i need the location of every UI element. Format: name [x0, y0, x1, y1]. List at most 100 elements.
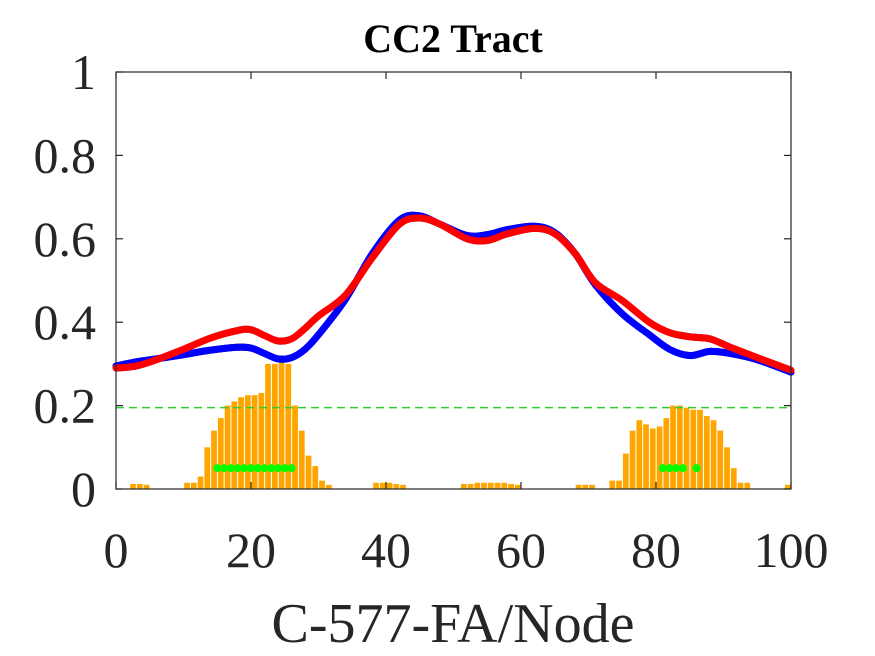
x-tick-label: 80: [631, 522, 681, 578]
histogram-bar: [265, 363, 271, 489]
histogram-bar: [325, 484, 332, 489]
histogram-bar: [616, 480, 622, 489]
histogram-bar: [467, 483, 474, 489]
histogram-bar: [285, 363, 292, 489]
x-tick-label: 60: [496, 522, 546, 578]
histogram-bar: [481, 482, 487, 489]
histogram-bar: [271, 363, 278, 489]
histogram-bar: [649, 428, 656, 489]
significance-marker: [253, 464, 262, 473]
histogram-bar: [609, 480, 616, 489]
significance-marker: [672, 464, 681, 473]
histogram-bar: [737, 482, 744, 489]
histogram-bar: [258, 393, 265, 489]
y-tick-label: 0.2: [34, 378, 97, 434]
x-axis-label: C-577-FA/Node: [272, 593, 635, 655]
histogram-bar: [514, 484, 521, 489]
histogram-bar: [724, 447, 730, 489]
chart-title: CC2 Tract: [363, 16, 543, 61]
plot-frame: [115, 71, 792, 490]
histogram-bars: [130, 355, 791, 489]
significance-marker: [287, 464, 296, 473]
histogram-bar: [690, 409, 697, 489]
histogram-bar: [744, 482, 751, 489]
histogram-bar: [298, 430, 305, 489]
histogram-bar: [676, 405, 683, 489]
significance-marker: [267, 464, 276, 473]
histogram-bar: [379, 482, 386, 489]
significance-marker: [260, 464, 269, 473]
histogram-bar: [373, 482, 379, 489]
histogram-bar: [494, 482, 501, 489]
histogram-bar: [636, 420, 643, 489]
x-tick-label: 0: [104, 522, 129, 578]
histogram-bar: [292, 405, 298, 489]
significance-marker: [233, 464, 242, 473]
significance-marker: [247, 464, 255, 473]
series-line: [112, 214, 795, 374]
histogram-bar: [703, 416, 710, 489]
histogram-bar: [663, 418, 670, 489]
histogram-bar: [730, 468, 737, 489]
x-tick-label: 40: [361, 522, 411, 578]
histogram-bar: [231, 401, 238, 489]
y-tick-label: 0.4: [34, 294, 97, 350]
histogram-bar: [217, 418, 224, 489]
significance-marker: [280, 464, 289, 473]
series-envelope: [115, 214, 792, 368]
significance-marker: [220, 464, 228, 473]
series-lines: [112, 211, 795, 376]
histogram-bar: [582, 484, 589, 489]
significance-marker: [274, 464, 282, 473]
significance-marker: [226, 464, 235, 473]
histogram-bar: [386, 482, 393, 489]
histogram-bar: [629, 430, 636, 489]
histogram-bar: [400, 484, 406, 489]
histogram-bar: [784, 484, 791, 489]
histogram-bar: [508, 483, 514, 489]
histogram-bar: [710, 420, 717, 489]
histogram-bar: [197, 476, 204, 489]
histogram-bar: [251, 395, 258, 489]
series-line: [112, 211, 795, 376]
histogram-bar: [656, 426, 663, 489]
histogram-bar: [244, 395, 251, 489]
histogram-bar: [697, 409, 703, 489]
histogram-bar: [305, 455, 312, 489]
histogram-bar: [474, 482, 481, 489]
significance-marker: [240, 464, 249, 473]
histogram-bar: [143, 484, 150, 489]
histogram-bar: [319, 480, 325, 489]
histogram-bar: [670, 405, 676, 489]
histogram-bar: [643, 424, 649, 489]
x-tick-label: 20: [226, 522, 276, 578]
histogram-bar: [204, 447, 211, 489]
histogram-bar: [622, 453, 629, 489]
histogram-bar: [589, 484, 595, 489]
histogram-bar: [278, 355, 285, 489]
y-tick-label: 1: [71, 44, 96, 100]
histogram-bar: [683, 407, 690, 489]
y-tick-label: 0.6: [34, 211, 97, 267]
histogram-bar: [238, 397, 244, 489]
histogram-bar: [136, 483, 143, 489]
axes: 0 20 40 60 80 100 0 0.2 0.4 0.6 0.8 1: [34, 44, 829, 578]
histogram-bar: [211, 430, 217, 489]
histogram-bar: [190, 482, 197, 489]
histogram-bar: [501, 482, 508, 489]
significance-marker: [692, 464, 701, 473]
significance-marker: [679, 464, 687, 473]
histogram-bar: [130, 483, 136, 489]
y-tick-label: 0: [71, 461, 96, 517]
histogram-bar: [224, 405, 231, 489]
significance-marker: [665, 464, 674, 473]
histogram-bar: [393, 483, 400, 489]
significance-marker: [658, 464, 667, 473]
x-tick-label: 100: [754, 522, 829, 578]
y-tick-label: 0.8: [34, 127, 97, 183]
histogram-bar: [184, 482, 190, 489]
histogram-bar: [717, 430, 724, 489]
histogram-bar: [460, 483, 467, 489]
significance-marker: [213, 464, 222, 473]
